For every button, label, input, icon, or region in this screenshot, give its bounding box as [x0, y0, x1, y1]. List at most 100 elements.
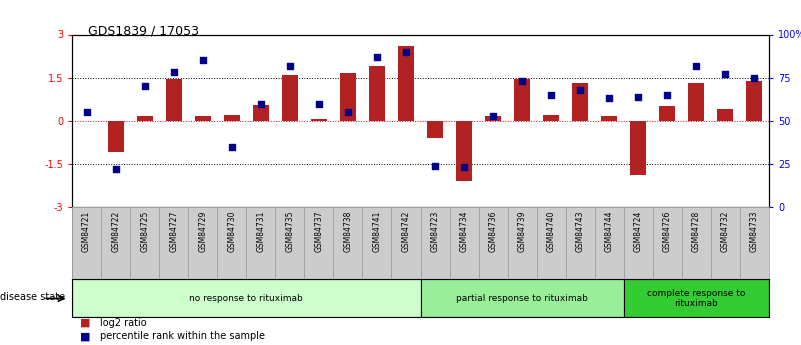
Bar [130, 207, 159, 279]
Text: GSM84727: GSM84727 [169, 210, 178, 252]
Text: ■: ■ [80, 318, 91, 327]
Point [748, 75, 761, 80]
Text: GSM84738: GSM84738 [344, 210, 352, 252]
Bar [449, 207, 478, 279]
Bar [311, 119, 327, 121]
Point [225, 144, 238, 149]
Text: GSM84744: GSM84744 [605, 210, 614, 252]
Text: partial response to rituximab: partial response to rituximab [457, 294, 588, 303]
Text: GDS1839 / 17053: GDS1839 / 17053 [88, 24, 199, 37]
Text: GSM84725: GSM84725 [140, 210, 149, 252]
Text: complete response to
rituximab: complete response to rituximab [647, 289, 746, 308]
Bar [340, 73, 356, 121]
Bar [718, 109, 734, 121]
Bar [217, 207, 247, 279]
Bar [537, 207, 566, 279]
Text: ■: ■ [80, 332, 91, 341]
Text: GSM84724: GSM84724 [634, 210, 642, 252]
Bar [630, 121, 646, 175]
Bar [195, 117, 211, 121]
Point [603, 96, 616, 101]
Text: GSM84743: GSM84743 [576, 210, 585, 252]
Point [284, 63, 296, 68]
Text: GSM84732: GSM84732 [721, 210, 730, 252]
Point [196, 58, 209, 63]
Point [255, 101, 268, 106]
Bar [747, 80, 763, 121]
Bar [602, 117, 618, 121]
Point [312, 101, 325, 106]
Text: GSM84735: GSM84735 [285, 210, 294, 252]
Text: GSM84740: GSM84740 [547, 210, 556, 252]
Point [457, 165, 470, 170]
Point [429, 163, 441, 168]
Bar [478, 207, 508, 279]
Bar [398, 46, 414, 121]
Bar [304, 207, 333, 279]
Text: GSM84728: GSM84728 [692, 210, 701, 252]
Bar [247, 207, 276, 279]
Point [690, 63, 702, 68]
Bar [188, 207, 217, 279]
Bar [362, 207, 392, 279]
Point [341, 109, 354, 115]
Bar [166, 79, 182, 121]
Text: GSM84736: GSM84736 [489, 210, 497, 252]
Text: log2 ratio: log2 ratio [100, 318, 147, 327]
Bar [223, 115, 239, 121]
Text: GSM84741: GSM84741 [372, 210, 381, 252]
Point [80, 109, 93, 115]
Point [139, 83, 151, 89]
Bar [624, 279, 769, 317]
Bar [514, 79, 530, 121]
Bar [688, 83, 704, 121]
Bar [137, 117, 153, 121]
Point [167, 70, 180, 75]
Point [516, 78, 529, 84]
Text: GSM84730: GSM84730 [227, 210, 236, 252]
Point [719, 71, 732, 77]
Bar [101, 207, 130, 279]
Bar [594, 207, 624, 279]
Text: GSM84734: GSM84734 [460, 210, 469, 252]
Text: GSM84731: GSM84731 [256, 210, 265, 252]
Text: GSM84723: GSM84723 [431, 210, 440, 252]
Bar [392, 207, 421, 279]
Point [545, 92, 557, 98]
Bar [659, 106, 675, 121]
Text: disease state: disease state [0, 293, 65, 302]
Point [632, 94, 645, 99]
Bar [624, 207, 653, 279]
Bar [369, 66, 385, 121]
Bar [710, 207, 740, 279]
Bar [508, 207, 537, 279]
Bar [543, 115, 559, 121]
Bar [427, 121, 443, 138]
Bar [421, 207, 449, 279]
Point [661, 92, 674, 98]
Point [109, 166, 122, 172]
Text: GSM84733: GSM84733 [750, 210, 759, 252]
Text: GSM84721: GSM84721 [83, 210, 91, 252]
Text: GSM84726: GSM84726 [663, 210, 672, 252]
Point [487, 113, 500, 118]
Text: GSM84737: GSM84737 [315, 210, 324, 252]
Text: GSM84729: GSM84729 [199, 210, 207, 252]
Point [574, 87, 586, 92]
Bar [276, 207, 304, 279]
Bar [456, 121, 472, 181]
Bar [740, 207, 769, 279]
Text: no response to rituximab: no response to rituximab [189, 294, 304, 303]
Bar [282, 75, 298, 121]
Bar [159, 207, 188, 279]
Bar [253, 105, 269, 121]
Text: GSM84739: GSM84739 [517, 210, 526, 252]
Bar [421, 279, 624, 317]
Bar [107, 121, 123, 152]
Bar [333, 207, 362, 279]
Text: GSM84742: GSM84742 [401, 210, 410, 252]
Bar [566, 207, 594, 279]
Point [371, 54, 384, 60]
Bar [682, 207, 711, 279]
Point [400, 49, 413, 55]
